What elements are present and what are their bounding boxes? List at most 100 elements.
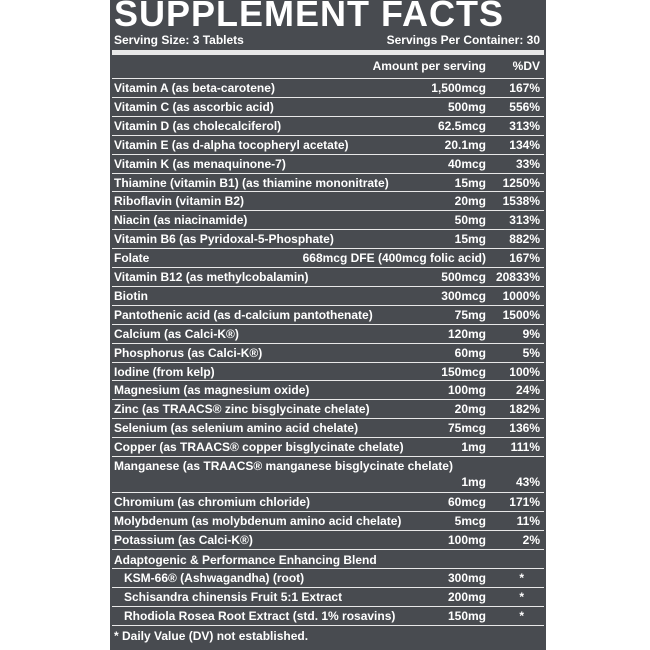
nutrient-name: Magnesium (as magnesium oxide): [114, 383, 310, 398]
daily-value: 111%: [510, 440, 540, 455]
amount: 1mg: [461, 440, 486, 455]
daily-value: 556%: [509, 99, 540, 114]
amount: 15mg: [454, 232, 486, 247]
amount: 50mg: [454, 213, 486, 228]
amount: 150mcg: [441, 364, 486, 379]
row-rule: [112, 510, 544, 512]
row-rule: [112, 380, 544, 382]
column-header: Amount per serving: [372, 59, 486, 73]
nutrient-name: Vitamin K (as menaquinone-7): [114, 156, 286, 171]
row-rule: [112, 568, 544, 570]
nutrient-name: Rhodiola Rosea Root Extract (std. 1% ros…: [124, 609, 396, 623]
nutrient-name: KSM-66® (Ashwagandha) (root): [124, 571, 305, 586]
nutrient-name: Vitamin A (as beta-carotene): [114, 81, 275, 95]
row-rule: [112, 492, 544, 493]
nutrient-name: Manganese (as TRAACS® manganese bisglyci…: [114, 459, 453, 473]
daily-value: 1500%: [502, 307, 540, 322]
amount: 100mg: [447, 383, 486, 398]
row-rule: [112, 153, 544, 155]
amount: 100mg: [447, 532, 486, 547]
nutrient-name: Vitamin B6 (as Pyridoxal-5-Phosphate): [114, 232, 334, 247]
amount: 5mcg: [454, 513, 486, 528]
daily-value: 24%: [515, 383, 540, 398]
daily-value: 11%: [516, 513, 540, 528]
nutrient-name: Zinc (as TRAACS® zinc bisglycinate chela…: [114, 402, 370, 417]
amount: 20.1mg: [444, 137, 486, 152]
serving-size: Serving Size: 3 Tablets: [114, 33, 244, 47]
row-rule: [112, 78, 544, 79]
nutrient-name: Chromium (as chromium chloride): [114, 495, 311, 509]
nutrient-name: Potassium (as Calci-K®): [114, 532, 253, 547]
nutrient-name: Iodine (from kelp): [114, 364, 215, 379]
daily-value: 33%: [515, 156, 540, 171]
amount: 500mg: [447, 99, 486, 114]
amount: 20mg: [454, 194, 486, 209]
amount: 200mg: [447, 590, 486, 605]
amount: 60mcg: [447, 495, 486, 509]
nutrient-name: Selenium (as selenium amino acid chelate…: [114, 421, 359, 436]
amount: 500mcg: [441, 270, 486, 284]
column-header: %DV: [512, 59, 540, 73]
row-rule: [112, 229, 544, 231]
amount: 62.5mcg: [437, 118, 486, 133]
daily-value: 171%: [509, 495, 540, 509]
nutrient-name: Folate: [114, 251, 150, 266]
daily-value: 313%: [509, 118, 540, 133]
row-rule: [112, 285, 544, 287]
daily-value: 2%: [522, 532, 540, 547]
daily-value: 313%: [509, 213, 540, 228]
amount: 20mg: [454, 402, 486, 417]
row-rule: [112, 418, 544, 420]
nutrient-name: Vitamin E (as d-alpha tocopheryl acetate…: [114, 137, 349, 152]
daily-value: 1538%: [502, 194, 540, 209]
title: SUPPLEMENT FACTS: [114, 0, 505, 34]
row-rule: [112, 456, 544, 457]
nutrient-name: Schisandra chinensis Fruit 5:1 Extract: [124, 590, 343, 605]
daily-value: 167%: [509, 81, 540, 95]
row-rule: [112, 399, 544, 401]
daily-value: 9%: [522, 326, 540, 341]
row-rule: [112, 134, 544, 136]
supplement-panel: SUPPLEMENT FACTS Serving Size: 3 Tablets…: [110, 0, 546, 650]
nutrient-name: Pantothenic acid (as d-calcium pantothen…: [114, 307, 373, 322]
nutrient-name: Niacin (as niacinamide): [114, 213, 248, 228]
amount: 15mg: [454, 175, 486, 190]
daily-value: 5%: [522, 345, 540, 360]
daily-value: *: [519, 571, 524, 586]
amount: 40mcg: [447, 156, 486, 171]
amount: 60mg: [454, 345, 486, 360]
nutrient-name: Vitamin C (as ascorbic acid): [114, 99, 274, 114]
daily-value: 136%: [509, 421, 540, 436]
nutrient-name: Biotin: [114, 288, 148, 303]
row-rule: [112, 587, 544, 589]
daily-value: 1000%: [502, 288, 540, 303]
amount: 75mg: [454, 307, 486, 322]
amount: 668mcg DFE (400mcg folic acid): [302, 251, 486, 266]
daily-value: 167%: [509, 251, 540, 266]
nutrient-name: Copper (as TRAACS® copper bisglycinate c…: [114, 440, 404, 455]
daily-value: 134%: [509, 137, 540, 152]
nutrient-name: Vitamin B12 (as methylcobalamin): [114, 270, 309, 284]
amount: 1mg: [461, 475, 486, 489]
row-rule: [112, 210, 544, 212]
amount: 300mg: [447, 571, 486, 586]
blend-title: Adaptogenic & Performance Enhancing Blen…: [114, 552, 377, 567]
nutrient-name: Phosphorus (as Calci-K®): [114, 345, 263, 360]
row-rule: [112, 361, 544, 363]
nutrient-name: Vitamin D (as cholecalciferol): [114, 118, 282, 133]
row-rule: [112, 342, 544, 344]
row-rule: [112, 437, 544, 439]
nutrient-name: Molybdenum (as molybdenum amino acid che…: [114, 513, 402, 528]
daily-value: 20833%: [495, 270, 540, 284]
row-rule: [112, 191, 544, 193]
row-rule: [112, 624, 544, 626]
nutrient-name: Thiamine (vitamin B1) (as thiamine monon…: [114, 175, 389, 190]
row-rule: [112, 248, 544, 250]
amount: 150mg: [447, 609, 486, 623]
thick-rule: [112, 50, 544, 55]
row-rule: [112, 323, 544, 325]
row-rule: [112, 548, 544, 550]
amount: 75mcg: [447, 421, 486, 436]
amount: 300mcg: [441, 288, 486, 303]
